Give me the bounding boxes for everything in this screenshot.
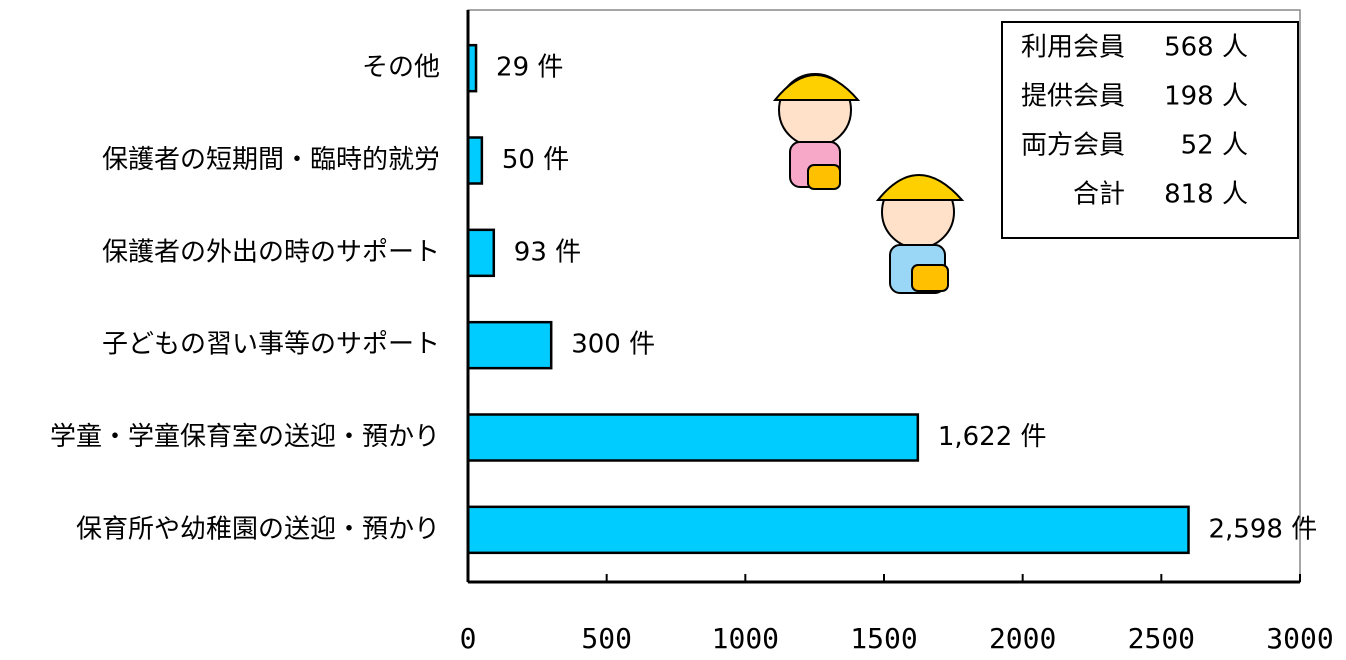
summary-value: 568 人: [1164, 33, 1248, 63]
value-label: 50 件: [502, 145, 569, 175]
summary-label: 両方会員: [1021, 131, 1125, 161]
bar: [468, 415, 918, 461]
summary-value: 198 人: [1164, 82, 1248, 112]
bar: [468, 507, 1189, 553]
y-tick-label: 子どもの習い事等のサポート: [102, 330, 440, 360]
y-tick-label: その他: [362, 53, 440, 83]
chart: 0 500 1000 1500 2000 2500 3000 その他 29 件保護者の短期間・臨…: [0, 0, 1346, 660]
value-label: 29 件: [496, 53, 563, 83]
x-tick-label: 500: [581, 622, 632, 655]
bar: [468, 230, 494, 276]
value-label: 300 件: [571, 330, 655, 360]
summary-label: 合計: [1073, 180, 1125, 210]
y-tick-label: 学童・学童保育室の送迎・預かり: [50, 422, 440, 452]
x-tick-label: 1000: [712, 622, 779, 655]
x-tick-label: 2000: [989, 622, 1056, 655]
value-label: 2,598 件: [1209, 514, 1318, 544]
x-tick-label: 1500: [850, 622, 917, 655]
value-label: 93 件: [514, 237, 581, 267]
x-tick-label: 0: [460, 622, 477, 655]
bar: [468, 322, 551, 368]
x-tick-label: 3000: [1266, 622, 1333, 655]
illustration: [775, 74, 962, 293]
bar: [468, 138, 482, 184]
value-label: 1,622 件: [938, 422, 1047, 452]
y-tick-label: 保護者の短期間・臨時的就労: [102, 145, 440, 175]
summary-value: 52 人: [1181, 131, 1248, 161]
y-tick-label: 保育所や幼稚園の送迎・預かり: [76, 514, 440, 544]
summary-value: 818 人: [1164, 180, 1248, 210]
x-tick-label: 2500: [1128, 622, 1195, 655]
y-tick-label: 保護者の外出の時のサポート: [102, 237, 440, 267]
summary-label: 提供会員: [1021, 82, 1125, 112]
summary-label: 利用会員: [1021, 33, 1125, 63]
